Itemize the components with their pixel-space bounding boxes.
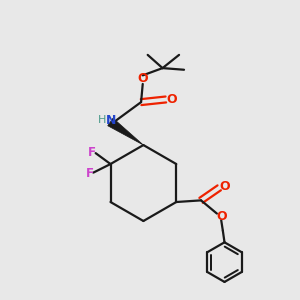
Text: O: O — [219, 180, 230, 193]
Text: F: F — [88, 146, 96, 159]
Text: F: F — [86, 167, 94, 180]
Text: H: H — [98, 115, 106, 125]
Polygon shape — [108, 118, 143, 145]
Text: O: O — [137, 72, 148, 85]
Text: O: O — [167, 93, 177, 106]
Text: O: O — [216, 210, 226, 224]
Text: N: N — [106, 114, 116, 127]
